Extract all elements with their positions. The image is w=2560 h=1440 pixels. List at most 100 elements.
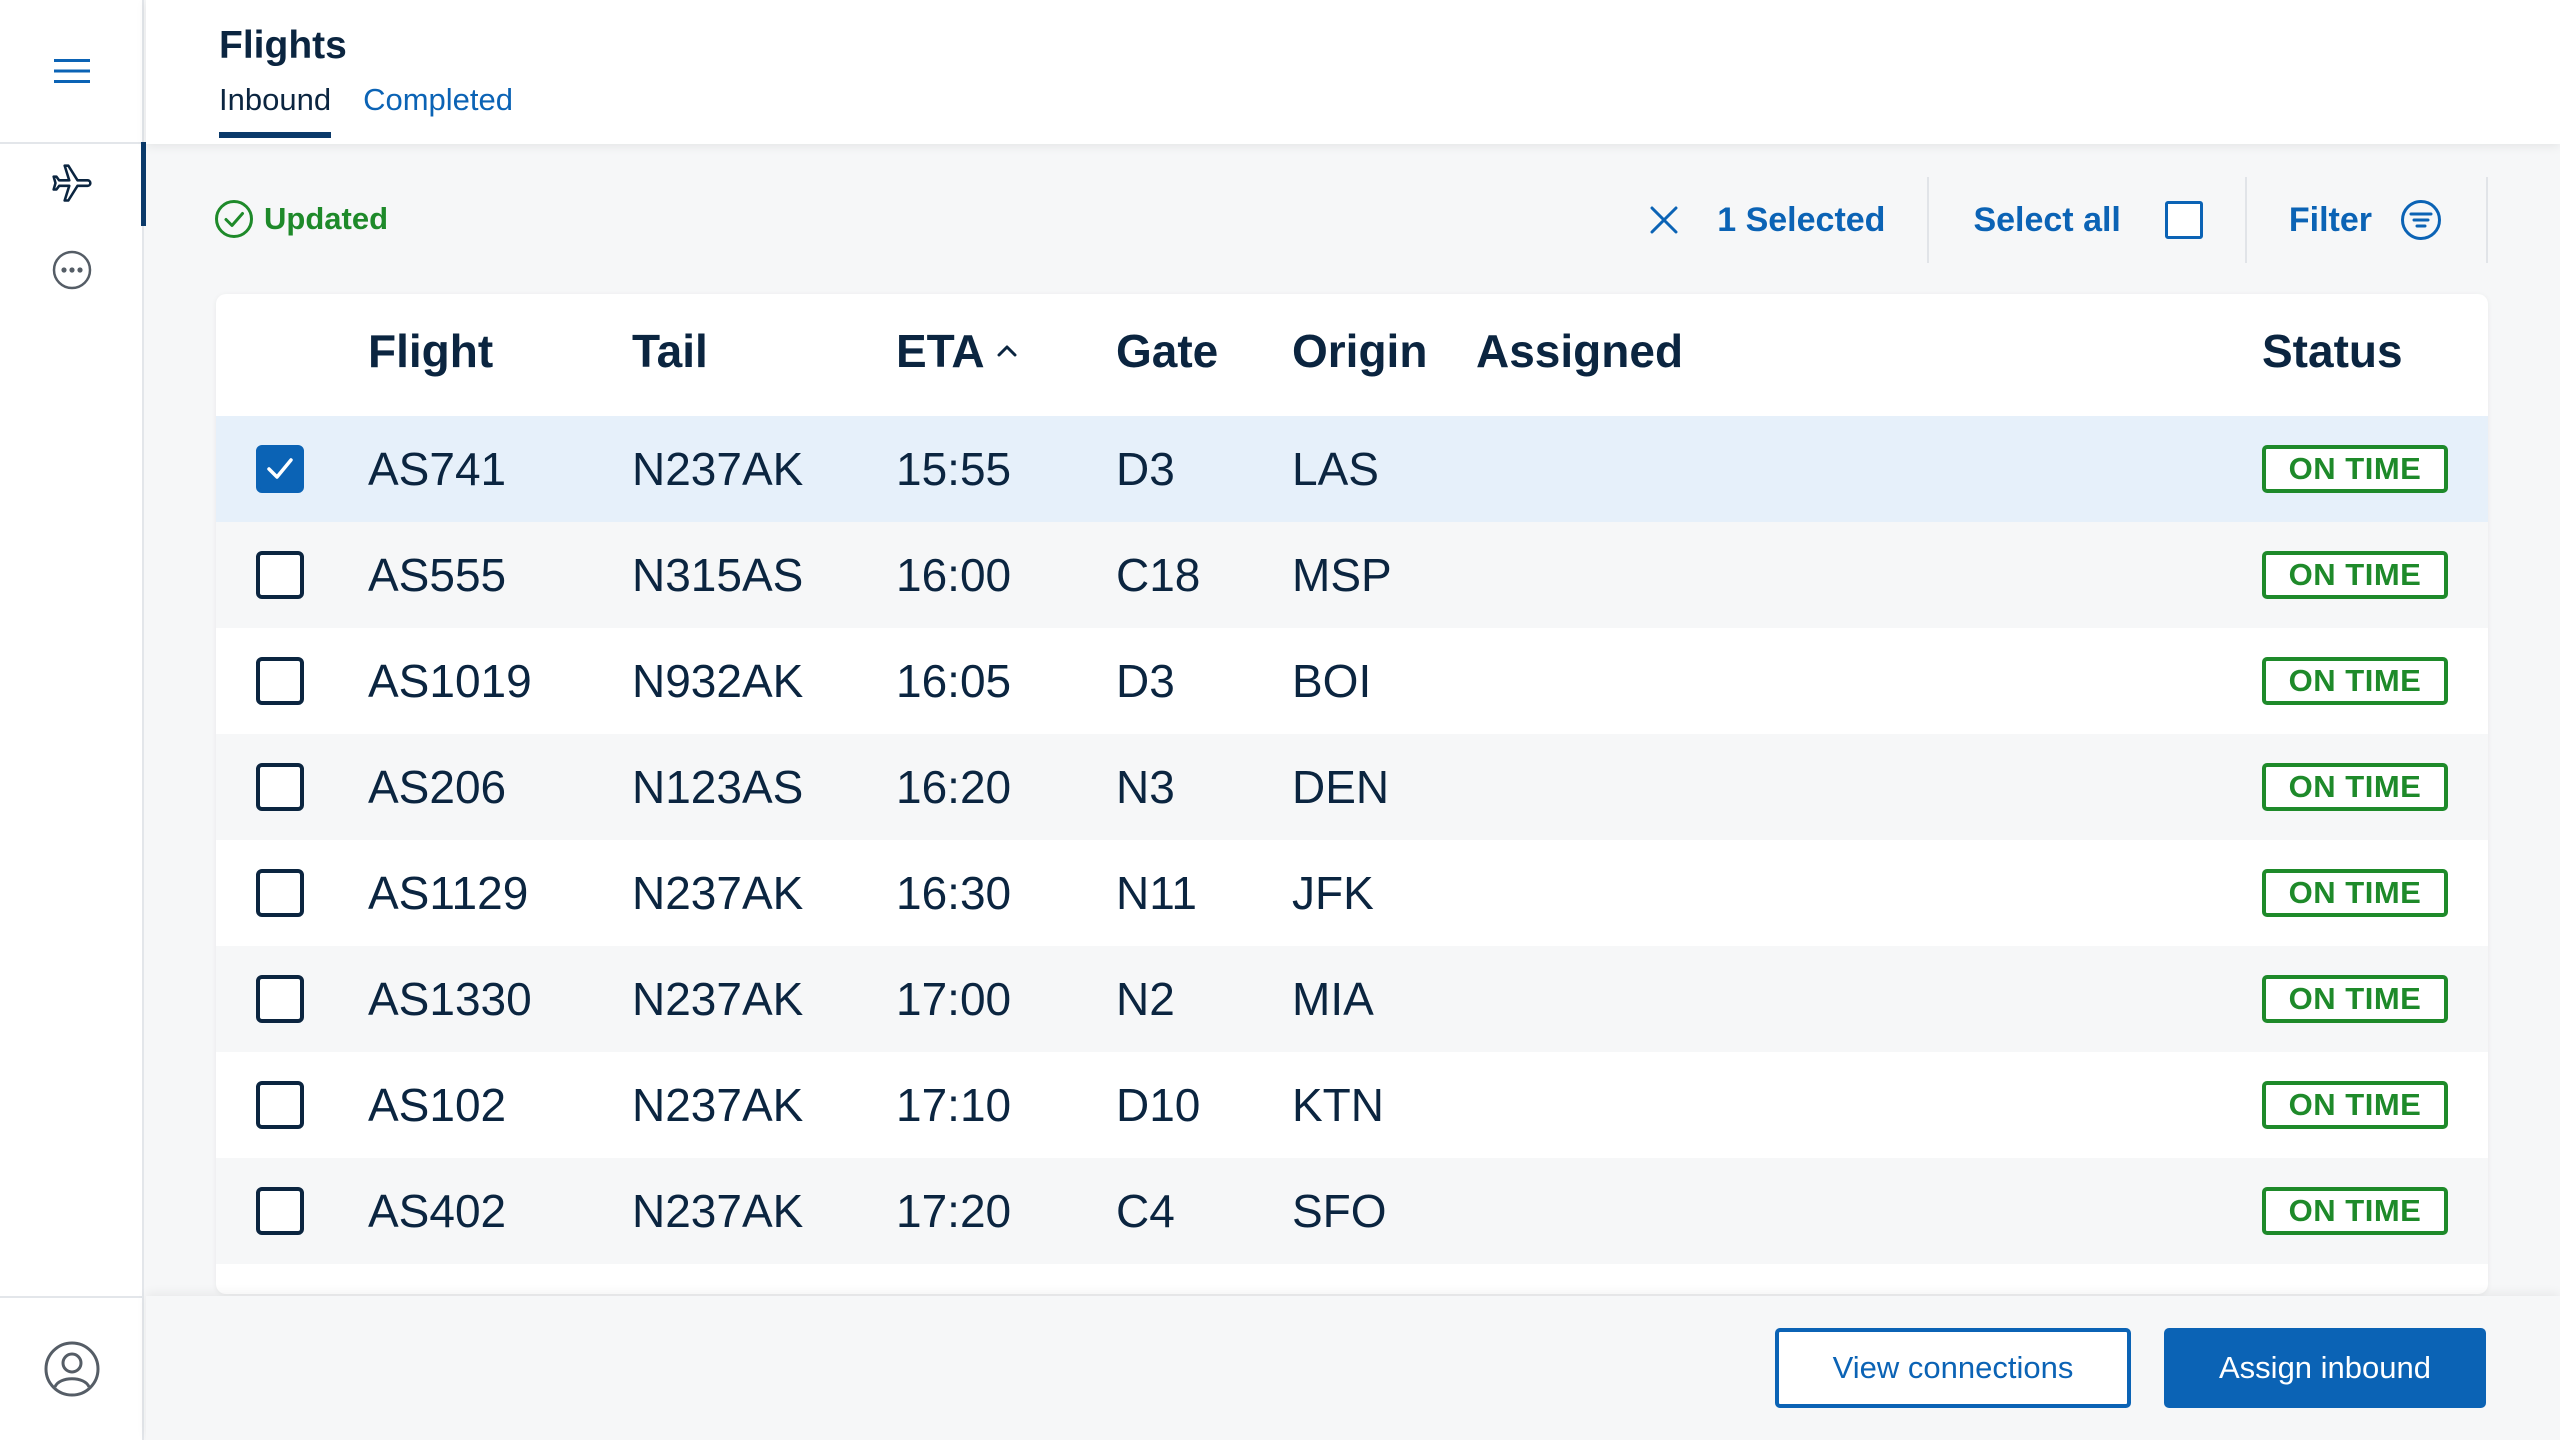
row-checkbox[interactable] [256,763,304,811]
status-badge: ON TIME [2262,551,2448,599]
sidebar-item-flights[interactable] [0,142,146,226]
menu-icon [54,59,90,83]
close-icon[interactable] [1649,205,1679,235]
action-footer: View connections Assign inbound [146,1296,2560,1440]
table-row[interactable]: AS402 N237AK 17:20 C4 SFO ON TIME [216,1158,2488,1264]
cell-origin: SFO [1292,1185,1387,1237]
toolbar: Updated 1 Selected Select all Filter [214,175,2488,265]
cell-eta: 16:30 [896,867,1012,919]
divider [2244,177,2247,263]
row-checkbox[interactable] [256,869,304,917]
tab-completed[interactable]: Completed [363,82,513,117]
check-circle-icon [215,200,253,238]
table-row[interactable]: AS206 N123AS 16:20 N3 DEN ON TIME [216,734,2488,840]
cell-eta: 16:20 [896,761,1012,813]
sort-ascending-icon [997,345,1017,357]
table-row[interactable]: AS102 N237AK 17:10 D10 KTN ON TIME [216,1052,2488,1158]
cell-flight: AS1019 [368,655,532,707]
checkmark-icon [267,458,293,479]
cell-tail: N932AK [632,655,804,707]
selected-count: 1 Selected [1717,200,1886,239]
cell-gate: N3 [1116,761,1175,813]
row-checkbox[interactable] [256,1081,304,1129]
select-all-label: Select all [1973,200,2121,239]
cell-eta: 17:10 [896,1079,1012,1131]
column-header-flight[interactable]: Flight [368,325,494,377]
column-header-gate[interactable]: Gate [1116,325,1219,377]
cell-flight: AS1129 [368,867,529,919]
cell-flight: AS555 [368,549,507,601]
menu-button[interactable] [0,0,144,144]
divider [2486,177,2488,263]
cell-origin: DEN [1292,761,1390,813]
assign-inbound-button[interactable]: Assign inbound [2164,1328,2486,1408]
row-checkbox[interactable] [256,657,304,705]
cell-origin: BOI [1292,655,1372,707]
cell-tail: N237AK [632,1079,804,1131]
table-header: Flight Tail ETA Gate Origin Assigned Sta… [216,294,2488,416]
cell-tail: N237AK [632,867,804,919]
updated-label: Updated [264,201,388,236]
view-connections-button[interactable]: View connections [1775,1328,2131,1408]
column-header-eta-label: ETA [896,325,985,377]
cell-origin: MIA [1292,973,1374,1025]
row-checkbox[interactable] [256,551,304,599]
row-checkbox[interactable] [256,445,304,493]
cell-gate: D3 [1116,443,1175,495]
divider [1927,177,1930,263]
more-icon [52,250,92,290]
cell-tail: N315AS [632,549,804,601]
column-header-tail[interactable]: Tail [632,325,708,377]
cell-gate: D3 [1116,655,1175,707]
cell-flight: AS402 [368,1185,507,1237]
select-all-checkbox[interactable] [2164,201,2203,239]
cell-eta: 16:00 [896,549,1012,601]
filter-icon [2401,200,2441,240]
status-badge: ON TIME [2262,445,2448,493]
cell-flight: AS1330 [368,973,532,1025]
column-header-eta[interactable]: ETA [896,324,1019,378]
clear-selection: 1 Selected [1649,177,1927,263]
cell-eta: 15:55 [896,443,1012,495]
row-checkbox[interactable] [256,975,304,1023]
table-row[interactable]: AS1330 N237AK 17:00 N2 MIA ON TIME [216,946,2488,1052]
cell-origin: MSP [1292,549,1392,601]
cell-flight: AS102 [368,1079,507,1131]
tab-inbound[interactable]: Inbound [219,82,332,138]
cell-origin: KTN [1292,1079,1384,1131]
cell-gate: N2 [1116,973,1175,1025]
page-header: Flights Inbound Completed [146,0,2560,144]
table-row[interactable]: AS1019 N932AK 16:05 D3 BOI ON TIME [216,628,2488,734]
table-row[interactable]: AS741 N237AK 15:55 D3 LAS ON TIME [216,416,2488,522]
cell-origin: LAS [1292,443,1379,495]
status-badge: ON TIME [2262,763,2448,811]
select-all-button[interactable]: Select all [1929,177,2244,263]
column-header-origin[interactable]: Origin [1292,325,1428,377]
table-row[interactable]: AS555 N315AS 16:00 C18 MSP ON TIME [216,522,2488,628]
cell-gate: D10 [1116,1079,1201,1131]
updated-status: Updated [214,199,388,239]
cell-eta: 17:20 [896,1185,1012,1237]
page-title: Flights [219,24,347,67]
toolbar-actions: 1 Selected Select all Filter [1649,175,2488,265]
cell-tail: N123AS [632,761,804,813]
cell-tail: N237AK [632,443,804,495]
airplane-icon [52,164,92,202]
column-header-status[interactable]: Status [2262,325,2403,377]
status-badge: ON TIME [2262,1081,2448,1129]
table-row[interactable]: AS1129 N237AK 16:30 N11 JFK ON TIME [216,840,2488,946]
sidebar-item-more[interactable] [0,228,144,312]
profile-button[interactable] [0,1296,144,1440]
flights-table: Flight Tail ETA Gate Origin Assigned Sta… [216,294,2488,1294]
cell-origin: JFK [1292,867,1374,919]
status-badge: ON TIME [2262,975,2448,1023]
filter-button[interactable]: Filter [2247,177,2486,263]
user-profile-icon [44,1341,100,1397]
cell-tail: N237AK [632,1185,804,1237]
status-badge: ON TIME [2262,1187,2448,1235]
sidebar [0,0,146,1440]
cell-tail: N237AK [632,973,804,1025]
row-checkbox[interactable] [256,1187,304,1235]
filter-label: Filter [2288,200,2372,239]
column-header-assigned[interactable]: Assigned [1476,325,1684,377]
